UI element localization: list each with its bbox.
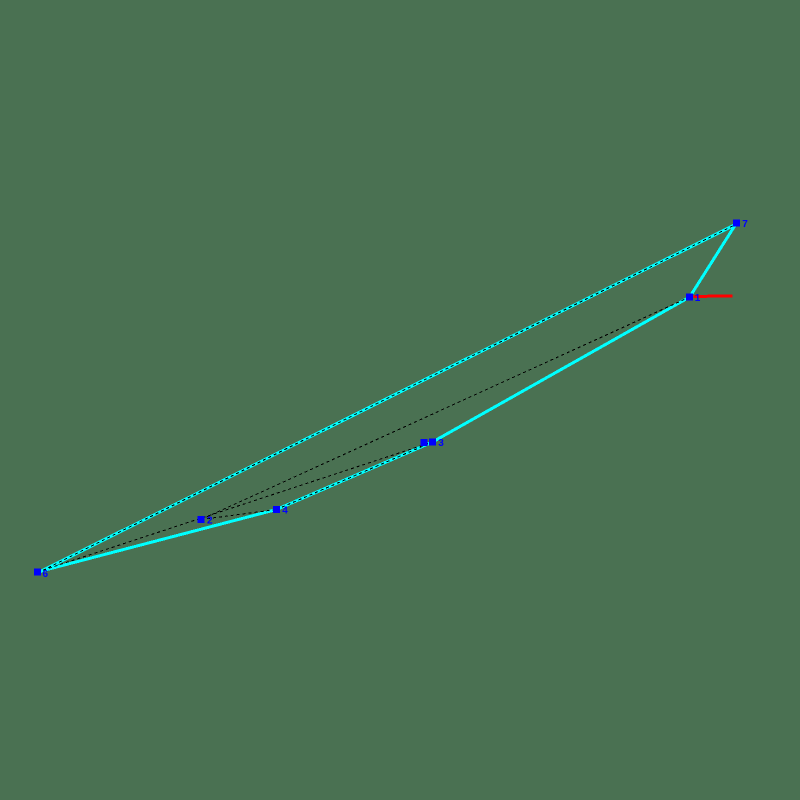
svg-text:4: 4 — [282, 506, 288, 517]
svg-text:7: 7 — [742, 219, 748, 230]
svg-text:3: 3 — [438, 438, 444, 449]
svg-text:6: 6 — [43, 569, 49, 580]
svg-text:1: 1 — [695, 293, 701, 304]
svg-text:2: 2 — [207, 516, 213, 527]
